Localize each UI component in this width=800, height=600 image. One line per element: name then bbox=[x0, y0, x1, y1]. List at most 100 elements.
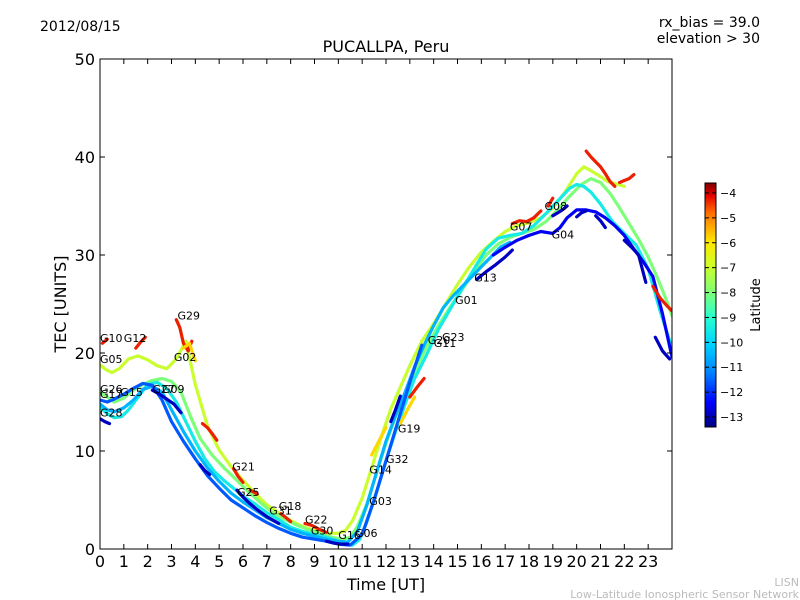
colorbar-tick-label: −7 bbox=[720, 262, 736, 275]
tec-series-28 bbox=[546, 196, 555, 208]
satellite-label-g07: G07 bbox=[510, 221, 533, 234]
tec-series-25 bbox=[303, 521, 328, 534]
satellite-label-g25: G25 bbox=[237, 486, 260, 499]
x-tick-label: 7 bbox=[262, 552, 272, 571]
x-tick-label: 10 bbox=[328, 552, 348, 571]
tec-series-17 bbox=[653, 335, 672, 361]
watermark-network: Low-Latitude Ionospheric Sensor Network bbox=[570, 588, 799, 600]
x-tick-label: 5 bbox=[214, 552, 224, 571]
tec-series-31 bbox=[651, 284, 672, 313]
x-tick-label: 11 bbox=[352, 552, 372, 571]
x-tick-label: 1 bbox=[119, 552, 129, 571]
tec-series-24 bbox=[279, 512, 293, 524]
satellite-label-g09: G09 bbox=[162, 383, 185, 396]
x-tick-label: 22 bbox=[614, 552, 634, 571]
satellite-label-g13: G13 bbox=[474, 272, 497, 285]
tec-series-6 bbox=[150, 388, 183, 415]
tec-series-3 bbox=[100, 240, 512, 544]
satellite-label-g28: G28 bbox=[100, 407, 123, 420]
tec-series-14 bbox=[575, 209, 588, 219]
y-tick-label: 50 bbox=[75, 50, 95, 69]
tec-series-2 bbox=[100, 182, 672, 547]
x-axis-label: Time [UT] bbox=[346, 575, 425, 594]
satellite-label-g21: G21 bbox=[232, 461, 255, 474]
colorbar-tick-label: −13 bbox=[720, 411, 743, 424]
tec-series-18 bbox=[100, 337, 109, 345]
colorbar bbox=[704, 182, 717, 428]
satellite-label-g06: G06 bbox=[355, 527, 378, 540]
x-tick-label: 20 bbox=[566, 552, 586, 571]
tec-series-12 bbox=[475, 248, 514, 282]
y-tick-label: 20 bbox=[75, 344, 95, 363]
satellite-label-g22: G22 bbox=[305, 514, 328, 527]
x-tick-label: 8 bbox=[286, 552, 296, 571]
x-tick-label: 3 bbox=[166, 552, 176, 571]
satellite-label-g31: G31 bbox=[269, 505, 292, 518]
tec-series-7 bbox=[198, 463, 212, 477]
satellite-label-g08: G08 bbox=[545, 200, 568, 213]
tec-series-23 bbox=[248, 488, 259, 496]
x-tick-label: 23 bbox=[638, 552, 658, 571]
x-tick-label: 16 bbox=[471, 552, 491, 571]
satellite-label-g23: G23 bbox=[442, 331, 465, 344]
satellite-label-g15: G15 bbox=[120, 386, 143, 399]
axis-ticks: 0 1 2 3 4 5 6 7 8 9 10 11 12 13 14 15 16 17 18 19 20 21 22 2301… bbox=[75, 50, 672, 571]
x-tick-label: 4 bbox=[190, 552, 200, 571]
colorbar-tick-label: −4 bbox=[720, 187, 736, 200]
data-layer bbox=[100, 149, 672, 547]
x-tick-label: 2 bbox=[143, 552, 153, 571]
tec-series-16 bbox=[622, 238, 648, 284]
tec-series-22 bbox=[231, 467, 245, 484]
satellite-label-g12: G12 bbox=[124, 332, 147, 345]
x-tick-label: 12 bbox=[376, 552, 396, 571]
satellite-label-g32: G32 bbox=[386, 453, 409, 466]
y-tick-label: 40 bbox=[75, 148, 95, 167]
x-tick-label: 14 bbox=[423, 552, 443, 571]
colorbar-tick-label: −9 bbox=[720, 311, 736, 324]
satellite-label-g02: G02 bbox=[174, 351, 197, 364]
y-tick-label: 30 bbox=[75, 246, 95, 265]
x-tick-label: 17 bbox=[495, 552, 515, 571]
satellite-label-g18: G18 bbox=[279, 500, 302, 513]
colorbar-label: Latitude bbox=[749, 278, 764, 332]
tec-series-4 bbox=[100, 343, 424, 547]
colorbar-tick-label: −5 bbox=[720, 212, 736, 225]
tec-series-26 bbox=[408, 376, 426, 399]
chart-title: PUCALLPA, Peru bbox=[323, 37, 450, 56]
satellite-label-g19: G19 bbox=[398, 422, 421, 435]
x-tick-label: 15 bbox=[447, 552, 467, 571]
tec-series-30 bbox=[617, 173, 636, 185]
x-tick-label: 9 bbox=[309, 552, 319, 571]
x-tick-label: 6 bbox=[238, 552, 248, 571]
satellite-label-g20: G20 bbox=[428, 334, 451, 347]
y-tick-label: 10 bbox=[75, 442, 95, 461]
tec-series-13 bbox=[551, 204, 569, 218]
rx-bias-label: rx_bias = 39.0 bbox=[659, 15, 760, 31]
satellite-label-g01: G01 bbox=[455, 294, 478, 307]
tec-series-34 bbox=[398, 395, 417, 426]
tec-series-19 bbox=[134, 335, 147, 350]
tec-series-33 bbox=[370, 425, 388, 457]
x-tick-label: 18 bbox=[519, 552, 539, 571]
tec-series-29 bbox=[584, 149, 617, 188]
satellite-label-g26: G26 bbox=[100, 383, 123, 396]
colorbar-tick-label: −10 bbox=[720, 336, 743, 349]
date-label: 2012/08/15 bbox=[40, 19, 121, 35]
satellite-label-g04: G04 bbox=[552, 228, 575, 241]
y-tick-label: 0 bbox=[85, 540, 95, 559]
elevation-label: elevation > 30 bbox=[657, 31, 760, 47]
satellite-label-g03: G03 bbox=[369, 495, 392, 508]
satellite-label-g17: G17 bbox=[100, 388, 123, 401]
tec-series-9 bbox=[324, 539, 350, 546]
satellite-label-g29: G29 bbox=[178, 310, 201, 323]
tec-series-10 bbox=[100, 417, 112, 426]
satellite-label-g16: G16 bbox=[338, 529, 361, 542]
colorbar-tick-label: −6 bbox=[720, 237, 736, 250]
satellite-label-g05: G05 bbox=[100, 353, 123, 366]
x-tick-label: 0 bbox=[95, 552, 105, 571]
satellite-label-g27: G27 bbox=[152, 383, 175, 396]
colorbar-ticks: −4 −5 −6 −7 −8 −9 −10 −11 −12 −13 bbox=[705, 187, 743, 424]
tec-series-27 bbox=[510, 209, 543, 226]
